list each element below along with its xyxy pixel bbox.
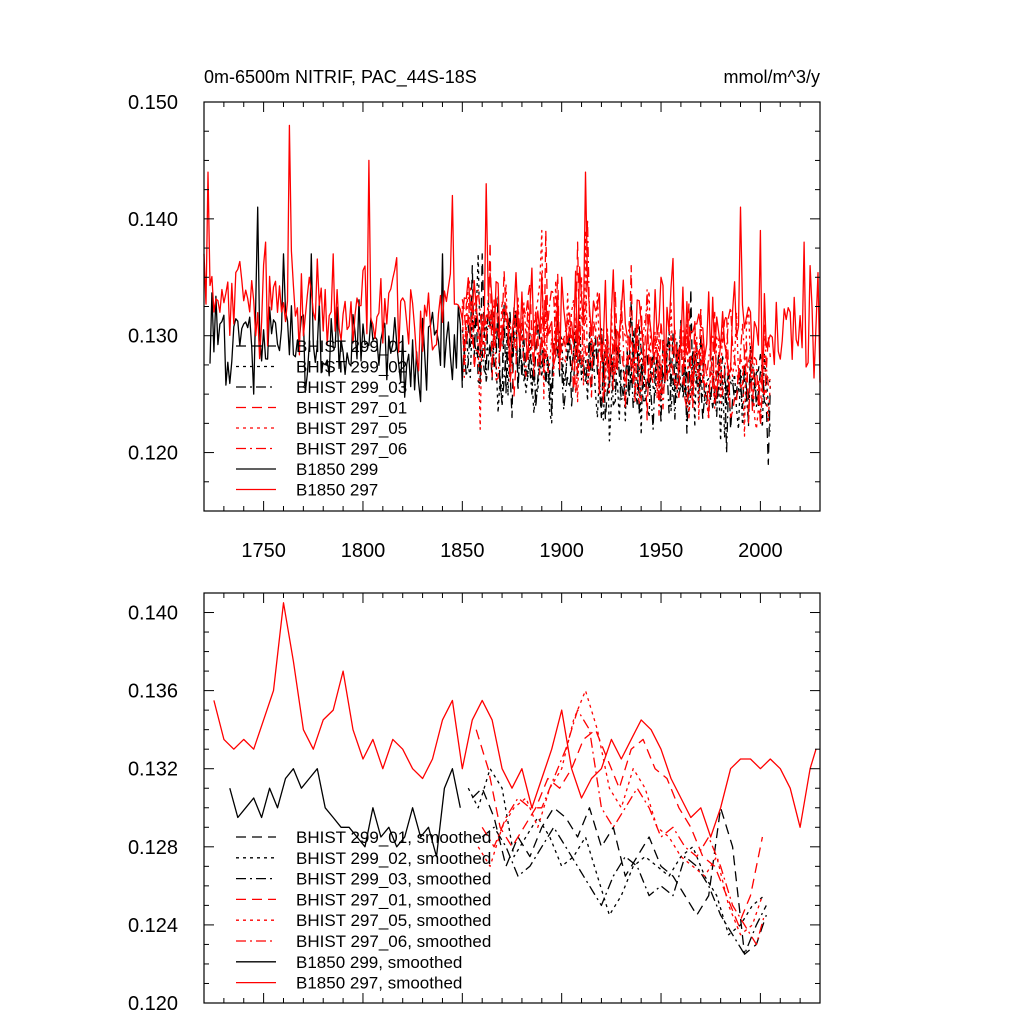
- legend-label: BHIST 297_05: [296, 419, 407, 438]
- top-panel: 0m-6500m NITRIF, PAC_44S-18S mmol/m^3/y …: [128, 67, 821, 562]
- legend-label: B1850 297, smoothed: [296, 974, 462, 993]
- x-tick-label: 1950: [639, 540, 684, 562]
- y-tick-label: 0.136: [128, 681, 178, 703]
- legend-label: B1850 299: [296, 460, 378, 479]
- y-tick-label: 0.130: [128, 326, 178, 348]
- bottom-panel: 0.120 0.124 0.128 0.132 0.136 0.140 BHIST 299_…: [128, 592, 821, 1015]
- legend-label: BHIST 299_01, smoothed: [296, 828, 491, 847]
- series-line-2-4: [475, 729, 764, 926]
- y-tick-label: 0.132: [128, 759, 178, 781]
- legend-label: BHIST 297_01: [296, 399, 407, 418]
- legend-label: BHIST 297_06, smoothed: [296, 932, 491, 951]
- series-line-1-2: [461, 253, 771, 442]
- x-tick-label: 1750: [241, 540, 286, 562]
- top-panel-units: mmol/m^3/y: [724, 67, 820, 87]
- x-tick-label: 2000: [738, 540, 783, 562]
- legend-label: B1850 299, smoothed: [296, 953, 462, 972]
- series-line-2-2: [467, 768, 765, 936]
- x-tick-label: 1850: [440, 540, 485, 562]
- legend-label: BHIST 299_02, smoothed: [296, 849, 491, 868]
- legend-label: B1850 297: [296, 481, 378, 500]
- legend-label: BHIST 299_02: [296, 358, 407, 377]
- series-line-1-8: [203, 124, 821, 393]
- y-tick-label: 0.140: [128, 603, 178, 625]
- legend-label: BHIST 297_01, smoothed: [296, 890, 491, 909]
- legend-label: BHIST 297_05, smoothed: [296, 911, 491, 930]
- legend-label: BHIST 297_06: [296, 440, 407, 459]
- series-line-2-7: [229, 768, 461, 858]
- x-tick-label: 1800: [341, 540, 386, 562]
- legend-label: BHIST 299_03: [296, 378, 407, 397]
- series-line-2-3: [481, 826, 767, 955]
- y-tick-label: 0.124: [128, 915, 178, 937]
- x-tick-label: 1900: [539, 540, 584, 562]
- y-tick-label: 0.150: [128, 92, 178, 114]
- series-line-1-4: [461, 229, 771, 427]
- y-tick-label: 0.128: [128, 837, 178, 859]
- series-line-2-8: [213, 602, 817, 838]
- legend-label: BHIST 299_01: [296, 337, 407, 356]
- series-line-1-7: [209, 206, 463, 403]
- top-panel-title: 0m-6500m NITRIF, PAC_44S-18S: [204, 67, 477, 88]
- plot-frame: [203, 592, 821, 1004]
- y-tick-label: 0.140: [128, 209, 178, 231]
- series-line-2-1: [471, 787, 767, 955]
- y-tick-label: 0.120: [128, 443, 178, 465]
- y-tick-label: 0.120: [128, 993, 178, 1015]
- series-line-2-6: [481, 709, 766, 946]
- legend-label: BHIST 299_03, smoothed: [296, 870, 491, 889]
